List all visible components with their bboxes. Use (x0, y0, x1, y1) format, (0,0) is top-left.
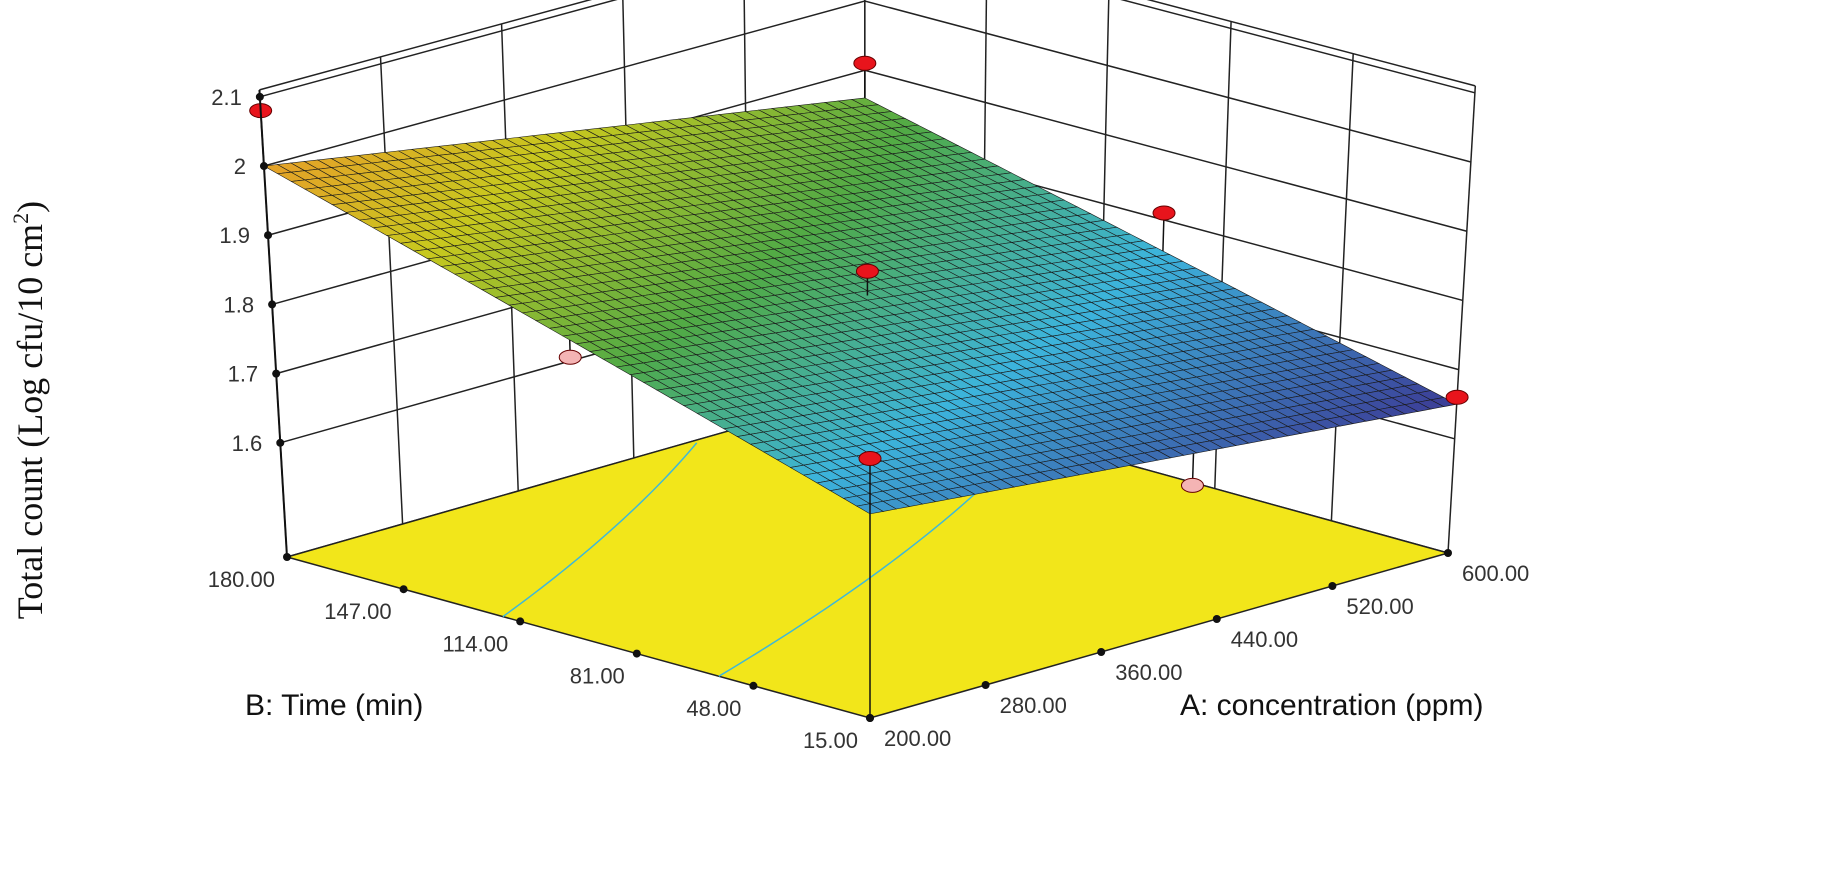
z-tick-label: 1.9 (219, 223, 250, 248)
y-tick-label: 180.00 (208, 567, 275, 592)
z-tick-label: 1.7 (228, 362, 259, 387)
response-surface (262, 97, 1458, 515)
y-tick-label: 147.00 (324, 599, 391, 624)
design-point (853, 55, 877, 71)
design-point (858, 451, 882, 466)
x-tick-mark (1212, 615, 1221, 623)
wall-grid-line (259, 0, 1476, 98)
design-point (1445, 389, 1469, 405)
design-point (558, 349, 582, 365)
x-tick-label: 280.00 (1000, 693, 1067, 718)
y-tick-mark (866, 714, 874, 722)
y-tick-mark (399, 585, 408, 594)
x-tick-label: 200.00 (884, 726, 951, 751)
wall-grid-line (1330, 53, 1354, 521)
x-tick-label: 600.00 (1462, 561, 1529, 586)
x-tick-mark (981, 681, 990, 689)
tick-labels: 200.00 280.00 360.00 440.00 520.00 600.00 15.0… (208, 85, 1530, 753)
z-tick-label: 1.6 (232, 431, 263, 456)
x-tick-label: 440.00 (1231, 627, 1298, 652)
z-axis-title-sup: 2 (8, 213, 33, 224)
z-axis-title-end: ) (10, 201, 50, 213)
y-tick-label: 114.00 (443, 631, 509, 656)
y-tick-mark (516, 617, 525, 626)
z-tick-label: 2.1 (211, 85, 242, 110)
x-tick-label: 360.00 (1115, 660, 1182, 685)
x-tick-mark (1328, 582, 1337, 590)
wall-grid-line (1447, 85, 1477, 554)
x-tick-label: 520.00 (1346, 594, 1413, 619)
x-axis-title: A: concentration (ppm) (1180, 689, 1483, 722)
wall-grid-line (379, 56, 404, 525)
x-tick-mark (1444, 549, 1452, 557)
z-tick-label: 1.8 (224, 292, 255, 317)
floor-plane (284, 391, 1451, 719)
y-axis-title: B: Time (min) (245, 689, 423, 722)
y-tick-label: 48.00 (686, 696, 741, 721)
z-axis-title: Total count (Log cfu/10 cm2) (8, 201, 50, 619)
floor-contour-line (502, 442, 698, 618)
design-point (1152, 205, 1176, 221)
y-tick-mark (632, 649, 641, 658)
y-tick-label: 81.00 (570, 664, 625, 689)
below-points (558, 339, 1204, 718)
wall-grid-line (259, 0, 1476, 91)
design-point (1180, 477, 1204, 493)
y-tick-mark (749, 681, 758, 690)
y-tick-label: 15.00 (803, 728, 858, 753)
z-tick-label: 2 (234, 154, 246, 179)
z-axis-line (258, 89, 288, 558)
design-point (855, 263, 879, 279)
z-axis-title-main: Total count (Log cfu/10 cm (10, 224, 50, 619)
x-tick-mark (1097, 648, 1106, 656)
